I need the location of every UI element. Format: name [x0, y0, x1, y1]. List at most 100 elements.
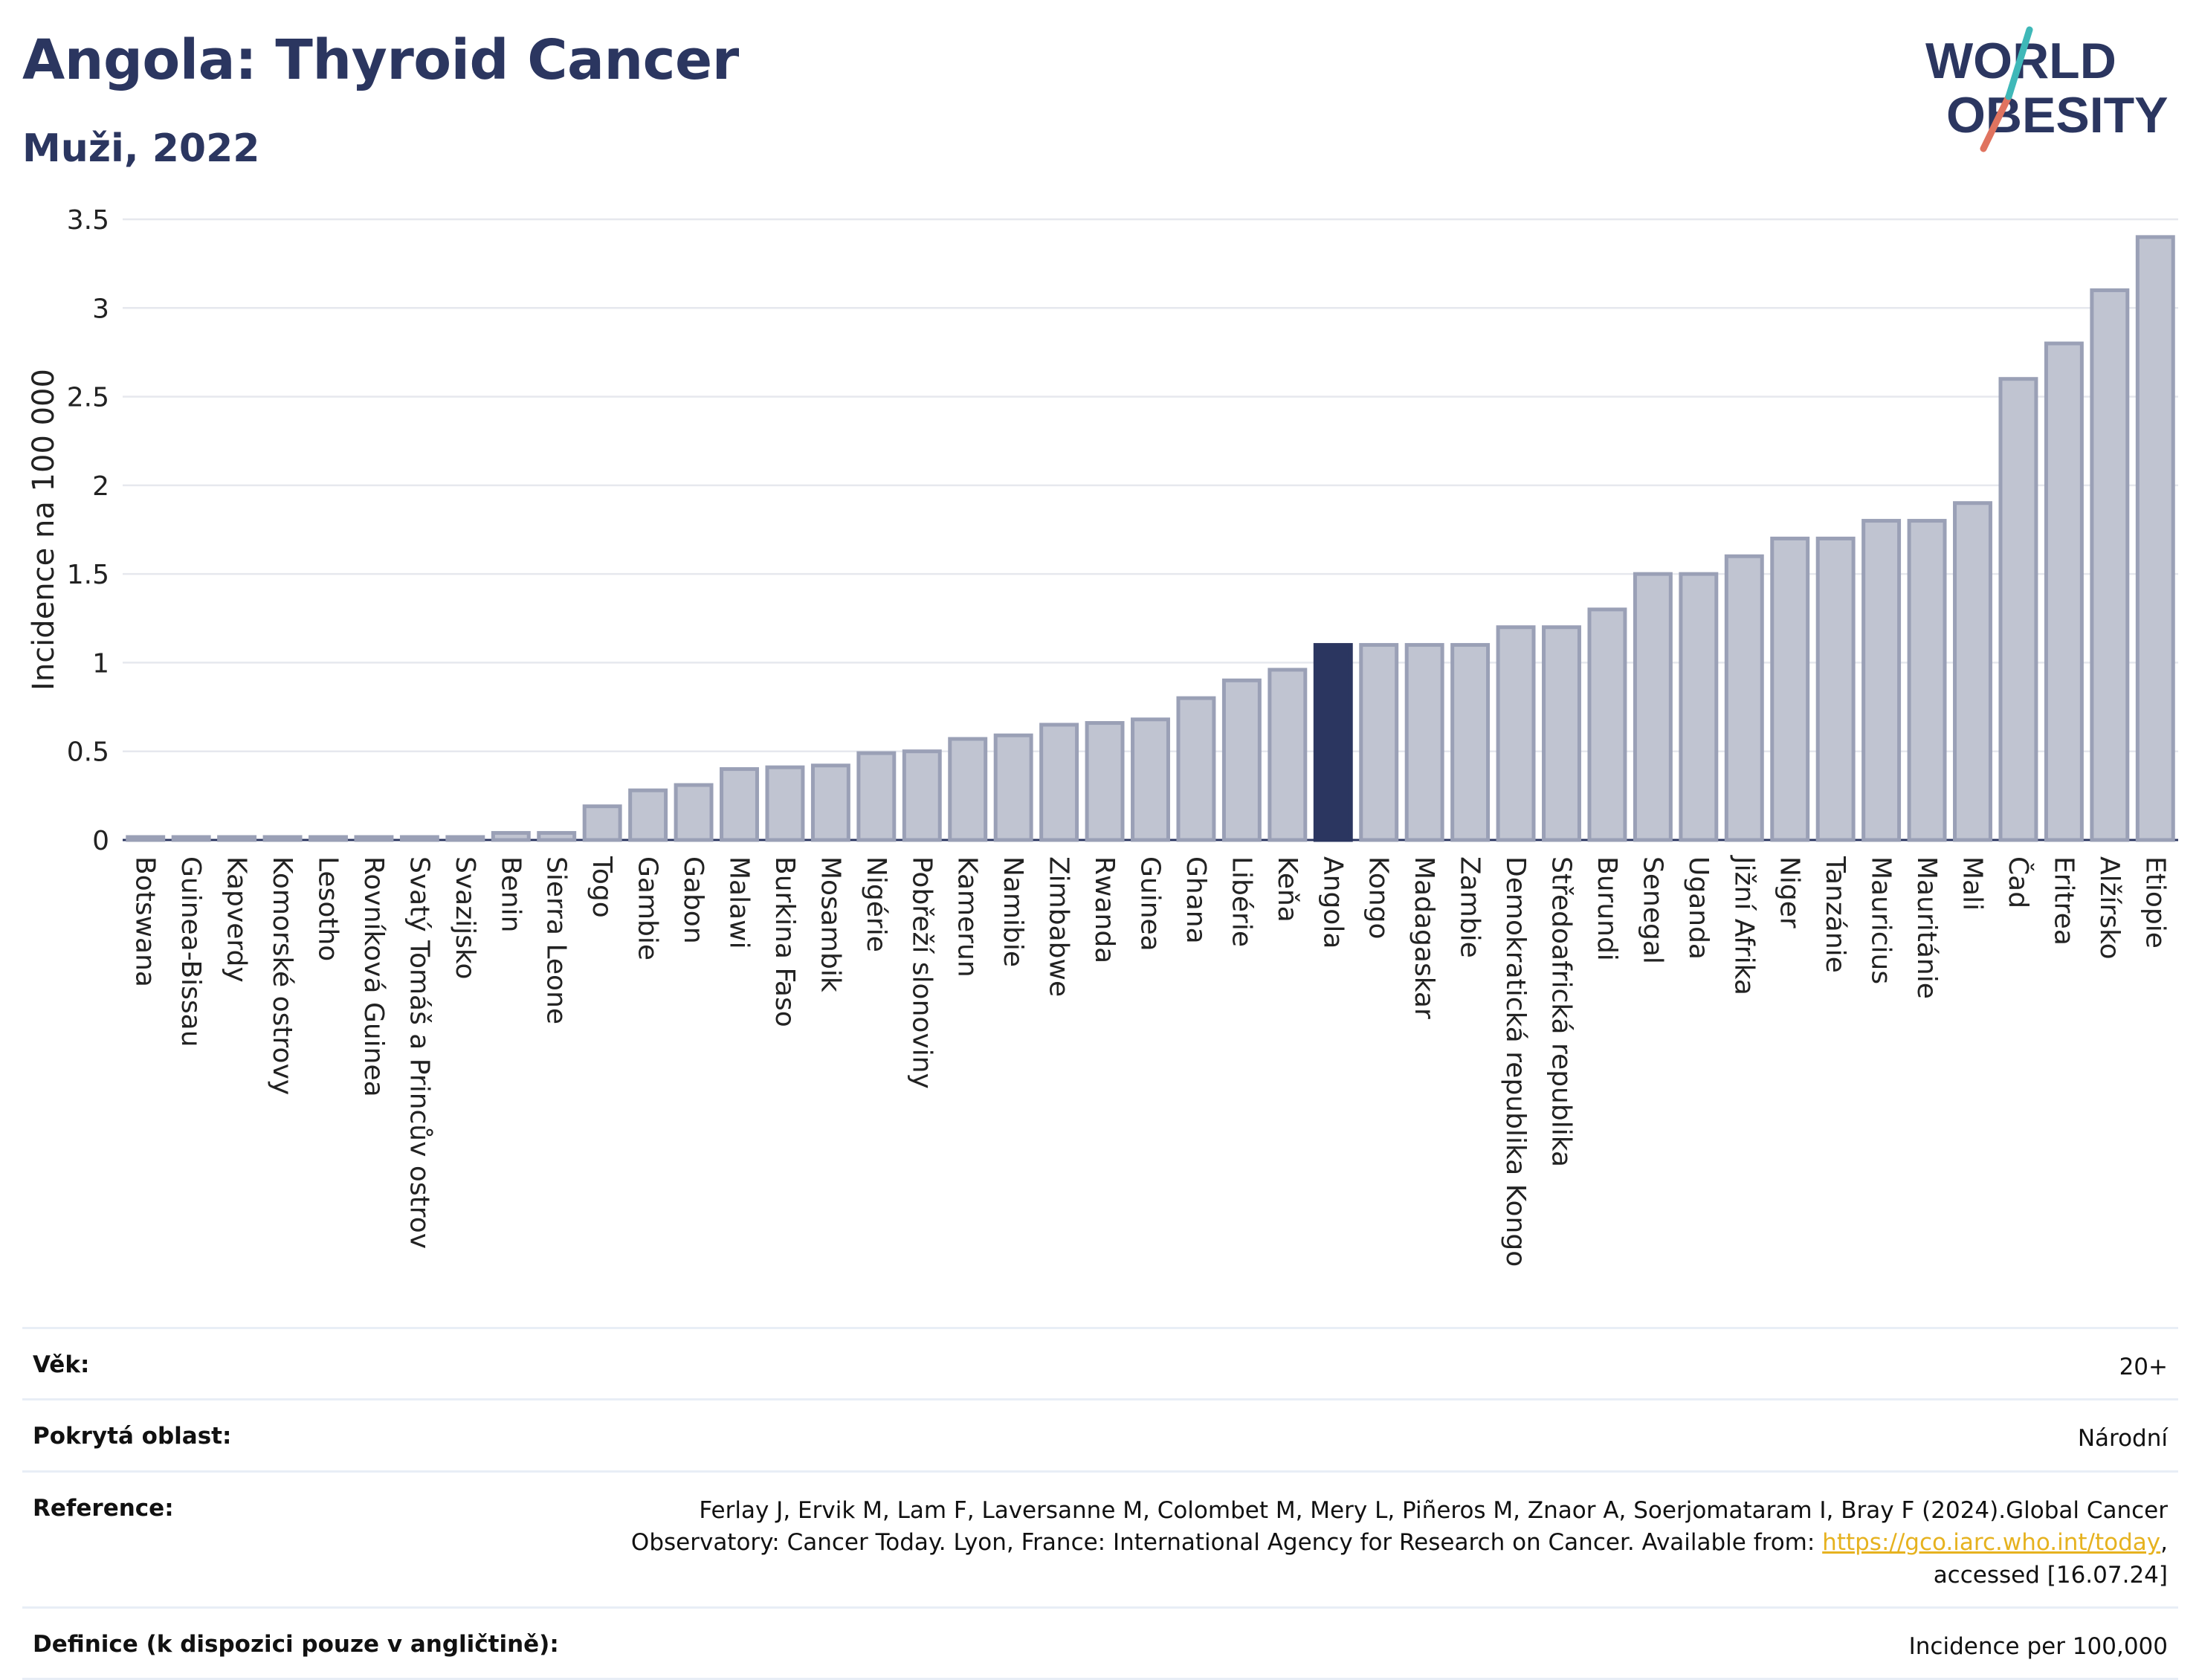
x-tick-label: Mosambik [815, 856, 845, 992]
bar [1221, 678, 1262, 842]
x-tick-label: Malawi [724, 856, 755, 949]
meta-label: Pokrytá oblast: [33, 1423, 232, 1450]
x-tick-label: Botswana [130, 856, 161, 987]
y-tick-label: 3.5 [67, 205, 109, 236]
bar [2090, 288, 2130, 842]
bar [217, 835, 257, 842]
meta-label: Věk: [33, 1351, 90, 1378]
x-tick-label: Tanzánie [1820, 856, 1850, 973]
bar [1815, 536, 1856, 842]
meta-value: Národní [2077, 1425, 2168, 1453]
bar [126, 835, 166, 842]
x-tick-label: Gabon [678, 856, 708, 944]
meta-value: Ferlay J, Ervik M, Lam F, Laversanne M, … [631, 1495, 2168, 1592]
meta-label: Reference: [33, 1494, 174, 1522]
x-tick-label: Ghana [1181, 856, 1211, 944]
x-tick-label: Lesotho [313, 856, 343, 961]
bar [491, 830, 531, 842]
x-tick-label: Zimbabwe [1044, 856, 1074, 997]
bar [1085, 721, 1125, 842]
x-tick-label: Gambie [633, 856, 663, 960]
bar [948, 737, 988, 842]
x-tick-label: Jižní Afrika [1728, 855, 1759, 995]
y-tick-label: 0.5 [67, 737, 109, 768]
x-tick-label: Burkina Faso [769, 856, 800, 1027]
bar [1679, 572, 1719, 842]
x-tick-label: Togo [587, 856, 617, 918]
bar [171, 835, 211, 842]
bar [902, 749, 942, 842]
x-tick-label: Uganda [1683, 856, 1714, 960]
chart-subtitle: Muži, 2022 [22, 126, 260, 171]
x-tick-label: Libérie [1226, 856, 1256, 947]
bar [1587, 607, 1627, 842]
x-tick-label: Demokratická republika Kongo [1500, 856, 1531, 1267]
x-tick-label: Guinea-Bissau [175, 856, 206, 1047]
bar [262, 835, 303, 842]
y-tick-label: 3 [92, 294, 109, 324]
meta-label: Definice (k dispozici pouze v angličtině… [33, 1630, 559, 1658]
bar [1131, 717, 1170, 842]
bar [354, 835, 394, 842]
bar [1770, 536, 1810, 842]
bar [720, 767, 759, 842]
x-tick-label: Rwanda [1089, 856, 1120, 963]
bar [1998, 377, 2038, 842]
bar [1359, 643, 1399, 842]
x-tick-label: Senegal [1637, 856, 1667, 964]
x-tick-label: Kongo [1363, 856, 1394, 940]
x-tick-label: Madagaskar [1409, 856, 1439, 1019]
bar [1404, 643, 1444, 842]
x-tick-label: Mauricius [1866, 856, 1896, 984]
bar [1450, 643, 1491, 842]
x-tick-label: Eritrea [2048, 856, 2079, 946]
bar [2044, 341, 2084, 842]
x-tick-label: Komorské ostrovy [267, 856, 297, 1095]
x-tick-label: Zambie [1455, 856, 1485, 958]
bar [1907, 519, 1947, 842]
meta-value: 20+ [2119, 1354, 2168, 1380]
bar [1176, 696, 1216, 842]
bar [810, 763, 850, 842]
bar [1039, 723, 1079, 842]
x-tick-label: Svazijsko [450, 856, 480, 979]
x-tick-label: Nigérie [861, 856, 891, 952]
bar [856, 751, 897, 842]
x-tick-label: Rovníková Guinea [358, 856, 389, 1097]
x-tick-label: Pobřeží slonoviny [906, 856, 937, 1089]
reference-line-2-end: , [2160, 1529, 2168, 1557]
x-tick-label: Kamerun [952, 856, 983, 978]
meta-row-reference: Reference: Ferlay J, Ervik M, Lam F, Lav… [22, 1470, 2178, 1606]
bar-chart: 0 0.5 1 1.5 2 2.5 3 3.5 Incidence na 100 000 Bots… [27, 205, 2178, 1267]
bar [445, 835, 485, 842]
y-axis-label: Incidence na 100 000 [27, 369, 61, 691]
y-tick-label: 0 [92, 826, 109, 856]
x-tick-label: Mauritánie [1911, 856, 1942, 999]
meta-row-definition: Definice (k dispozici pouze v angličtině… [22, 1606, 2178, 1680]
bar [1496, 625, 1536, 842]
chart-title: Angola: Thyroid Cancer [22, 28, 739, 92]
x-tick-label: Svatý Tomáš a Princův ostrov [404, 856, 434, 1249]
svg-text:OBESITY: OBESITY [1946, 87, 2169, 143]
reference-link[interactable]: https://gco.iarc.who.int/today [1822, 1529, 2161, 1557]
meta-row-coverage: Pokrytá oblast: Národní [22, 1398, 2178, 1470]
y-tick-label: 1 [92, 648, 109, 679]
metadata-table: Věk: 20+ Pokrytá oblast: Národní Referen… [22, 1327, 2178, 1680]
bar [674, 783, 714, 842]
x-tick-label: Namibie [998, 856, 1028, 967]
reference-line-3: accessed [16.07.24] [1933, 1561, 2168, 1589]
bar [993, 733, 1033, 842]
meta-row-age: Věk: 20+ [22, 1327, 2178, 1398]
x-tick-label: Kapverdy [222, 856, 252, 983]
bar [1953, 501, 1992, 842]
bar [2135, 235, 2175, 842]
bar [582, 804, 622, 842]
reference-line-1: Ferlay J, Ervik M, Lam F, Laversanne M, … [699, 1496, 2168, 1524]
meta-value: Incidence per 100,000 [1908, 1632, 2168, 1660]
x-tick-label: Keňa [1272, 856, 1302, 923]
x-tick-label: Angola [1317, 856, 1348, 949]
bar [765, 765, 805, 842]
x-tick-label: Sierra Leone [541, 856, 572, 1024]
bar [1313, 643, 1353, 842]
x-tick-label: Mali [1957, 856, 1988, 911]
